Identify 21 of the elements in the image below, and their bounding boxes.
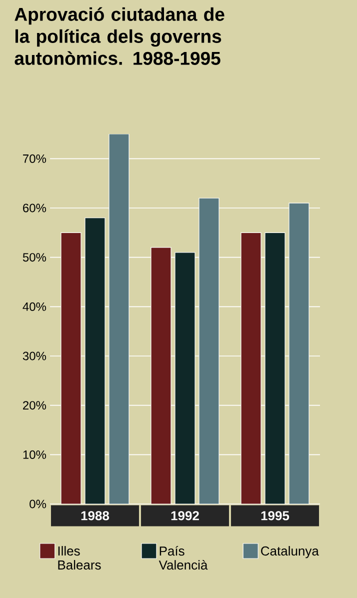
y-tick-label: 40% [22,302,46,311]
bar [198,198,220,504]
bar [174,252,196,504]
y-tick-label: 60% [23,204,46,212]
y-tick-label: 20% [23,401,46,410]
chart-title: Aprovació ciutadana de la política dels governs autonòmics. 1988-1995 [14,7,224,65]
legend-label: Catalunya [261,546,319,558]
y-tick-label: 50% [22,253,46,262]
legend-label: Illes Balears [58,546,101,570]
bar [288,202,310,504]
y-tick-label: 70% [23,154,46,163]
bar [108,134,130,504]
y-tick-label: 10% [23,450,46,459]
bar [84,218,106,504]
legend-label: País Valencià [158,546,208,570]
x-tick-label: 1988 [81,511,110,520]
x-tick-label: 1992 [171,511,199,520]
y-tick-label: 0% [30,500,46,508]
x-tick-label: 1995 [261,511,290,520]
y-tick-label: 30% [22,352,46,360]
bar [264,232,286,504]
